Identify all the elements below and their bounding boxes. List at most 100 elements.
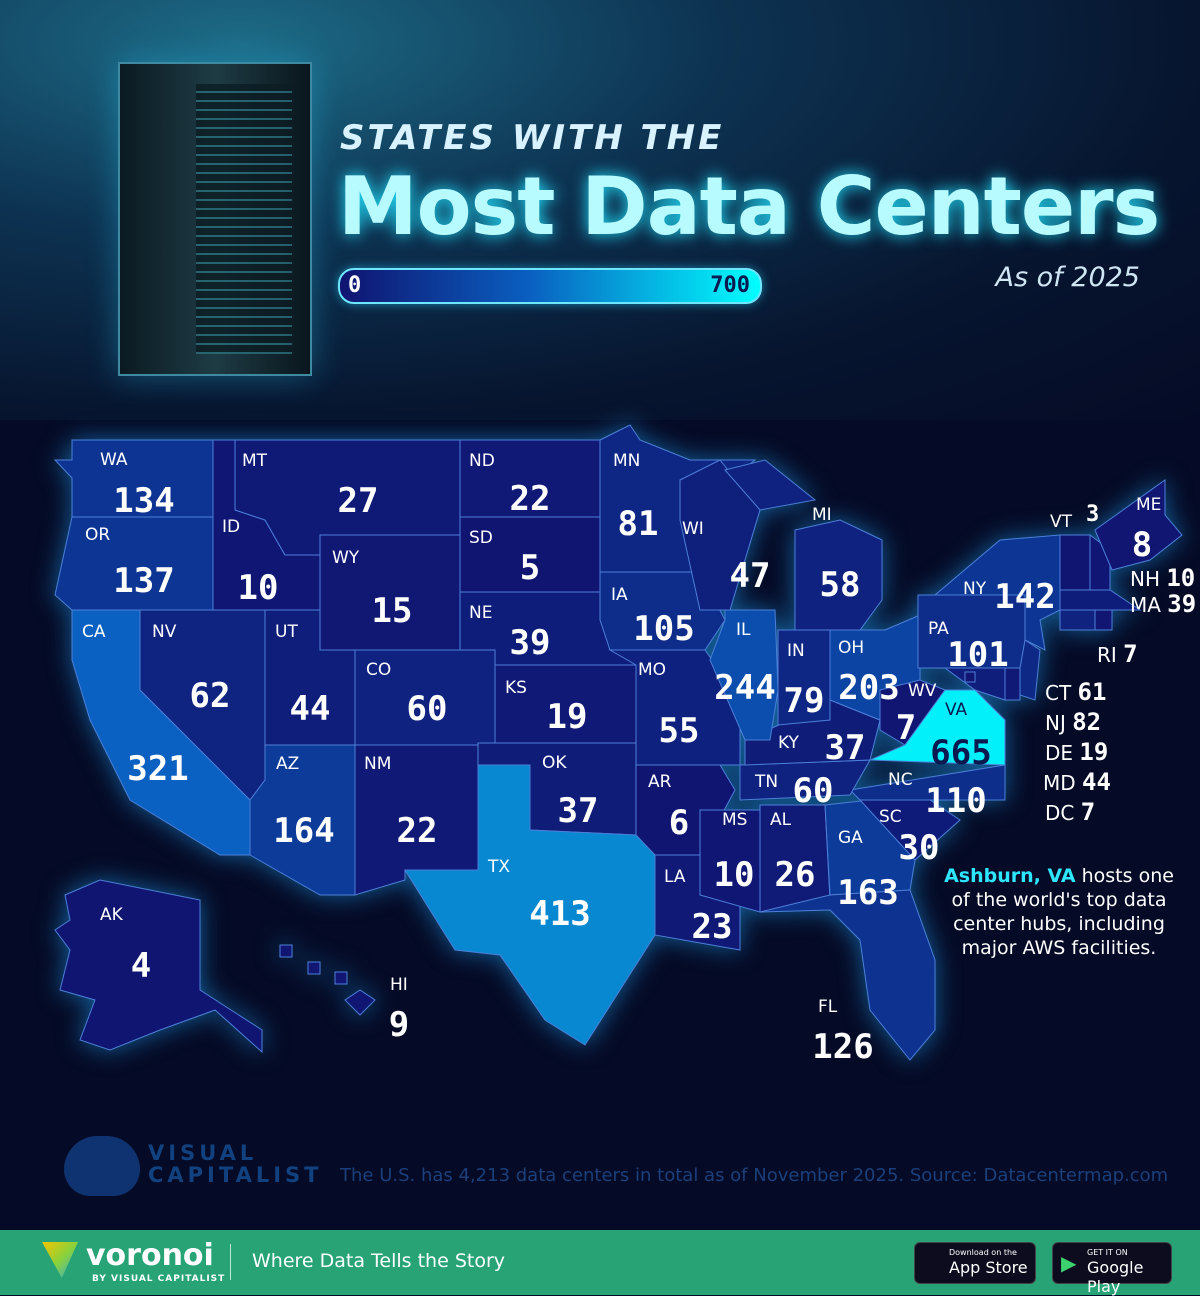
state-value-label: 37: [558, 791, 599, 831]
legend-min: 0: [348, 273, 362, 298]
state-abbr-label: OK: [542, 753, 567, 773]
state-value-label: 44: [1082, 768, 1111, 796]
note-highlight: Ashburn, VA: [944, 865, 1076, 887]
state-abbr-label: MD: [1043, 771, 1076, 795]
state-abbr-label: SD: [469, 528, 493, 548]
state-abbr-label: MN: [613, 451, 640, 471]
state-value-label: 134: [113, 481, 174, 521]
state-in[interactable]: [777, 629, 831, 726]
state-hi[interactable]: [344, 989, 376, 1016]
state-value-label: 60: [407, 689, 448, 729]
google-play-button[interactable]: ▶ GET IT ON Google Play: [1052, 1242, 1172, 1296]
state-value-label: 39: [510, 623, 551, 663]
state-ma[interactable]: [1059, 589, 1142, 611]
state-label-dc: DC 7: [1045, 798, 1095, 826]
state-abbr-label: DC: [1045, 801, 1075, 825]
state-abbr-label: UT: [275, 622, 298, 642]
app-store-small: Download on the: [949, 1248, 1017, 1257]
state-value-label: 110: [925, 781, 986, 821]
state-value-label: 321: [127, 749, 188, 789]
state-abbr-label: OH: [838, 638, 864, 658]
state-abbr-label: NC: [888, 770, 913, 790]
state-value-label: 81: [618, 504, 659, 544]
state-abbr-label: CA: [82, 622, 106, 642]
state-value-label: 62: [190, 676, 231, 716]
state-value-label: 55: [659, 711, 700, 751]
state-value-label: 142: [994, 577, 1055, 617]
state-me[interactable]: [1094, 479, 1183, 571]
state-value-label: 22: [397, 811, 438, 851]
play-icon: ▶: [1061, 1251, 1077, 1275]
tagline: Where Data Tells the Story: [252, 1250, 506, 1272]
state-abbr-label: CO: [366, 660, 391, 680]
state-abbr-label: FL: [818, 997, 838, 1017]
state-abbr-label: VT: [1050, 512, 1073, 532]
state-il[interactable]: [709, 609, 779, 741]
state-fl[interactable]: [759, 889, 936, 1061]
state-abbr-label: HI: [390, 975, 408, 995]
as-of-date: As of 2025: [995, 262, 1140, 293]
state-value-label: 137: [113, 561, 174, 601]
state-hi-island[interactable]: [334, 971, 348, 985]
state-label-ct: CT 61: [1045, 678, 1106, 706]
state-mi[interactable]: [724, 459, 817, 511]
state-abbr-label: MT: [242, 451, 268, 471]
state-value-label: 4: [131, 946, 151, 986]
state-vt[interactable]: [1059, 534, 1091, 591]
google-play-small: GET IT ON: [1087, 1248, 1128, 1257]
state-label-nj: NJ 82: [1045, 708, 1101, 736]
state-value-label: 7: [1123, 640, 1138, 668]
state-nc[interactable]: [848, 764, 1006, 801]
state-ri[interactable]: [1094, 609, 1113, 631]
app-store-label: App Store: [949, 1258, 1028, 1277]
state-value-label: 665: [930, 733, 991, 773]
state-abbr-label: AK: [100, 905, 124, 925]
state-abbr-label: DE: [1045, 741, 1074, 765]
state-value-label: 5: [520, 548, 540, 588]
voronoi-logo-icon: [42, 1242, 78, 1278]
state-de[interactable]: [1004, 667, 1021, 701]
state-value-label: 39: [1167, 590, 1197, 618]
state-value-label: 15: [372, 591, 413, 631]
state-value-label: 60: [793, 771, 834, 811]
state-hi-island[interactable]: [279, 944, 293, 958]
state-abbr-label: TX: [487, 857, 510, 877]
color-scale-legend: 0 700: [338, 268, 762, 304]
state-abbr-label: NY: [963, 579, 987, 599]
state-dc[interactable]: [964, 671, 976, 683]
state-label-nh: NH 10: [1130, 564, 1195, 592]
state-abbr-label: KY: [778, 733, 800, 753]
state-abbr-label: NH: [1130, 567, 1160, 591]
state-ak[interactable]: [54, 879, 263, 1054]
visual-capitalist-logo-icon: [64, 1136, 140, 1196]
app-store-button[interactable]: Download on the App Store: [914, 1242, 1036, 1284]
ashburn-note: Ashburn, VA hosts one of the world's top…: [940, 864, 1178, 960]
divider: [230, 1244, 231, 1280]
state-abbr-label: KS: [505, 678, 527, 698]
state-abbr-label: AL: [770, 810, 792, 830]
state-value-label: 8: [1132, 525, 1152, 565]
state-value-label: 82: [1072, 708, 1102, 736]
state-tx[interactable]: [404, 764, 656, 1046]
google-play-label: Google Play: [1087, 1258, 1144, 1296]
state-abbr-label: ME: [1136, 495, 1161, 515]
state-value-label: 105: [633, 609, 694, 649]
state-abbr-label: ID: [222, 517, 240, 537]
state-abbr-label: WV: [908, 681, 937, 701]
state-value-label: 101: [947, 635, 1008, 675]
state-abbr-label: MS: [722, 810, 747, 830]
state-ny[interactable]: [933, 534, 1061, 651]
state-abbr-label: RI: [1097, 643, 1117, 667]
state-value-label: 19: [547, 697, 588, 737]
us-choropleth-map: WA134OR137CA321NV62ID10MT27WY15UT44CO60A…: [53, 424, 1183, 1067]
state-abbr-label: NE: [469, 603, 492, 623]
vc-line1: VISUAL: [148, 1141, 258, 1165]
subtitle: STATES WITH THE: [340, 118, 725, 158]
state-abbr-label: IN: [787, 641, 805, 661]
state-hi-island[interactable]: [307, 961, 321, 975]
voronoi-wordmark[interactable]: voronoi: [86, 1238, 214, 1273]
note-text: hosts one of the world's top data center…: [951, 865, 1174, 959]
state-ct[interactable]: [1059, 609, 1096, 631]
state-value-label: 3: [1086, 502, 1099, 527]
server-rack-image: [118, 62, 312, 376]
